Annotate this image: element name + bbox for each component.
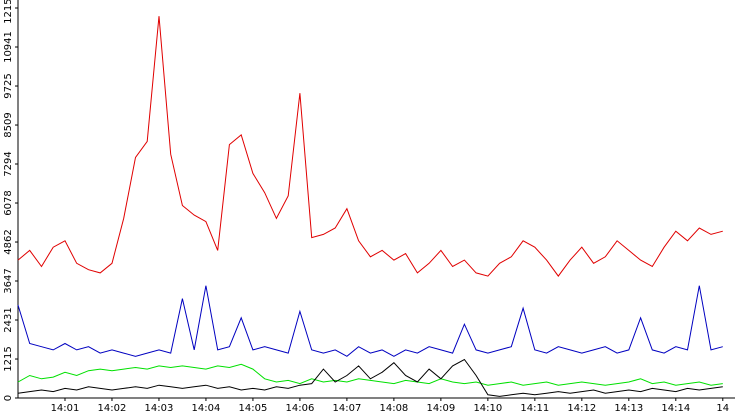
x-tick-label: 14:06	[285, 403, 314, 414]
y-tick-label: 1215	[3, 346, 14, 371]
x-tick-label: 14:02	[98, 403, 127, 414]
x-tick-label: 14:10	[473, 403, 502, 414]
y-tick-label: 10941	[3, 31, 14, 63]
y-tick-label: 8509	[3, 112, 14, 137]
x-tick-label: 14:14	[661, 403, 690, 414]
x-tick-label: 14:12	[567, 403, 596, 414]
x-tick-label: 14	[716, 403, 729, 414]
series-line	[17, 363, 723, 386]
y-tick-label: 6078	[3, 190, 14, 215]
x-tick-label: 14:03	[145, 403, 174, 414]
series-line	[17, 16, 723, 277]
y-tick-label: 3647	[3, 268, 14, 293]
y-tick-label: 12157	[3, 0, 14, 24]
series-line	[17, 358, 723, 397]
series-line	[17, 285, 723, 357]
y-tick-label: 4862	[3, 229, 14, 254]
y-tick-label: 7294	[3, 151, 14, 176]
x-tick-label: 14:05	[239, 403, 268, 414]
x-tick-label: 14:13	[614, 403, 643, 414]
x-tick-label: 14:08	[379, 403, 408, 414]
y-tick-label: 9725	[3, 73, 14, 98]
x-tick-label: 14:04	[192, 403, 221, 414]
x-tick-label: 14:01	[51, 403, 80, 414]
y-tick-label: 2431	[3, 307, 14, 332]
y-tick-label: 0	[3, 395, 14, 401]
x-tick-label: 14:11	[520, 403, 549, 414]
x-tick-label: 14:07	[332, 403, 361, 414]
x-tick-label: 14:09	[426, 403, 455, 414]
